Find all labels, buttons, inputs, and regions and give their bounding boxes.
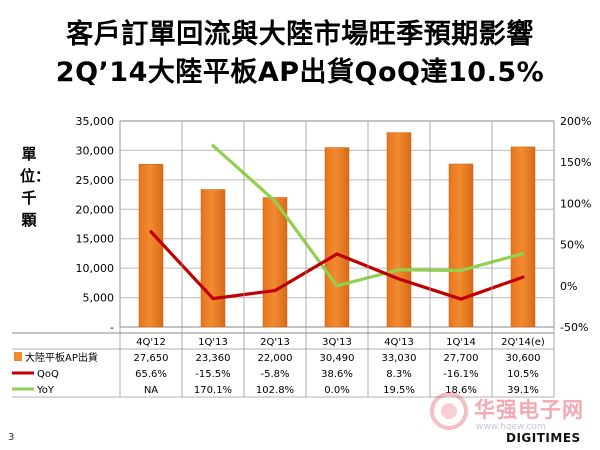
legend-key-bar (14, 352, 22, 361)
qoq-line (149, 230, 525, 301)
data-label: 23,360 (196, 353, 231, 364)
bar (448, 163, 474, 328)
x-tick-label: 1Q'13 (198, 337, 228, 348)
data-label: 38.6% (321, 369, 353, 380)
x-tick-label: 2Q'14(e) (501, 337, 545, 348)
bar (138, 164, 164, 328)
right-tick-label: 200% (560, 115, 591, 128)
data-label: 0.0% (324, 385, 349, 396)
legend-entry: YoY (36, 385, 55, 396)
data-label: 27,650 (134, 353, 169, 364)
x-tick-label: 4Q'12 (136, 337, 166, 348)
watermark-url: www.hqew.com (476, 422, 546, 432)
left-tick-label: 20,000 (76, 203, 115, 216)
x-tick-label: 4Q'13 (384, 337, 414, 348)
left-tick-label: - (110, 321, 114, 334)
left-tick-label: 30,000 (76, 144, 115, 157)
data-label: 170.1% (194, 385, 232, 396)
data-label: 27,700 (444, 353, 479, 364)
data-label: 30,490 (320, 353, 355, 364)
x-tick-label: 2Q'13 (260, 337, 290, 348)
legend-entry: 大陸平板AP出貨 (25, 351, 98, 364)
bar (386, 132, 412, 328)
bar (262, 197, 288, 328)
left-tick-label: 10,000 (76, 262, 115, 275)
data-label: -5.8% (260, 369, 289, 380)
data-label: 102.8% (256, 385, 294, 396)
data-label: 19.5% (383, 385, 415, 396)
data-label: 22,000 (258, 353, 293, 364)
data-label: 33,030 (382, 353, 417, 364)
bar (510, 146, 536, 328)
page-number: 3 (8, 432, 15, 443)
watermark-text: 华强电子网 (474, 398, 584, 422)
legend-entry: QoQ (37, 369, 59, 380)
chart-subtitle: 2Q’14大陸平板AP出貨QoQ達10.5% (55, 57, 545, 88)
chart-title: 客戶訂單回流與大陸市場旺季預期影響 (66, 19, 534, 50)
x-tick-label: 3Q'13 (322, 337, 352, 348)
right-tick-label: -50% (560, 321, 588, 334)
data-label: -15.5% (195, 369, 230, 380)
data-label: 65.6% (135, 369, 167, 380)
left-tick-label: 5,000 (83, 292, 115, 305)
data-label: -16.1% (443, 369, 478, 380)
left-tick-label: 15,000 (76, 233, 115, 246)
right-tick-label: 0% (560, 280, 577, 293)
data-label: 8.3% (386, 369, 411, 380)
left-tick-label: 35,000 (76, 115, 115, 128)
right-tick-label: 100% (560, 197, 591, 210)
watermark-logo-icon (430, 392, 468, 430)
data-label: 18.6% (445, 385, 477, 396)
watermark: 华强电子网 www.hqew.com (430, 392, 600, 432)
right-tick-label: 50% (560, 239, 584, 252)
data-label: 30,600 (506, 353, 541, 364)
bar (324, 147, 350, 328)
data-label: 39.1% (507, 385, 539, 396)
data-label: 10.5% (507, 369, 539, 380)
data-label: NA (144, 385, 158, 396)
x-tick-label: 1Q'14 (446, 337, 476, 348)
bar (200, 189, 226, 328)
left-tick-label: 25,000 (76, 174, 115, 187)
right-tick-label: 150% (560, 156, 591, 169)
brand-logo: DIGITIMES (506, 431, 581, 445)
